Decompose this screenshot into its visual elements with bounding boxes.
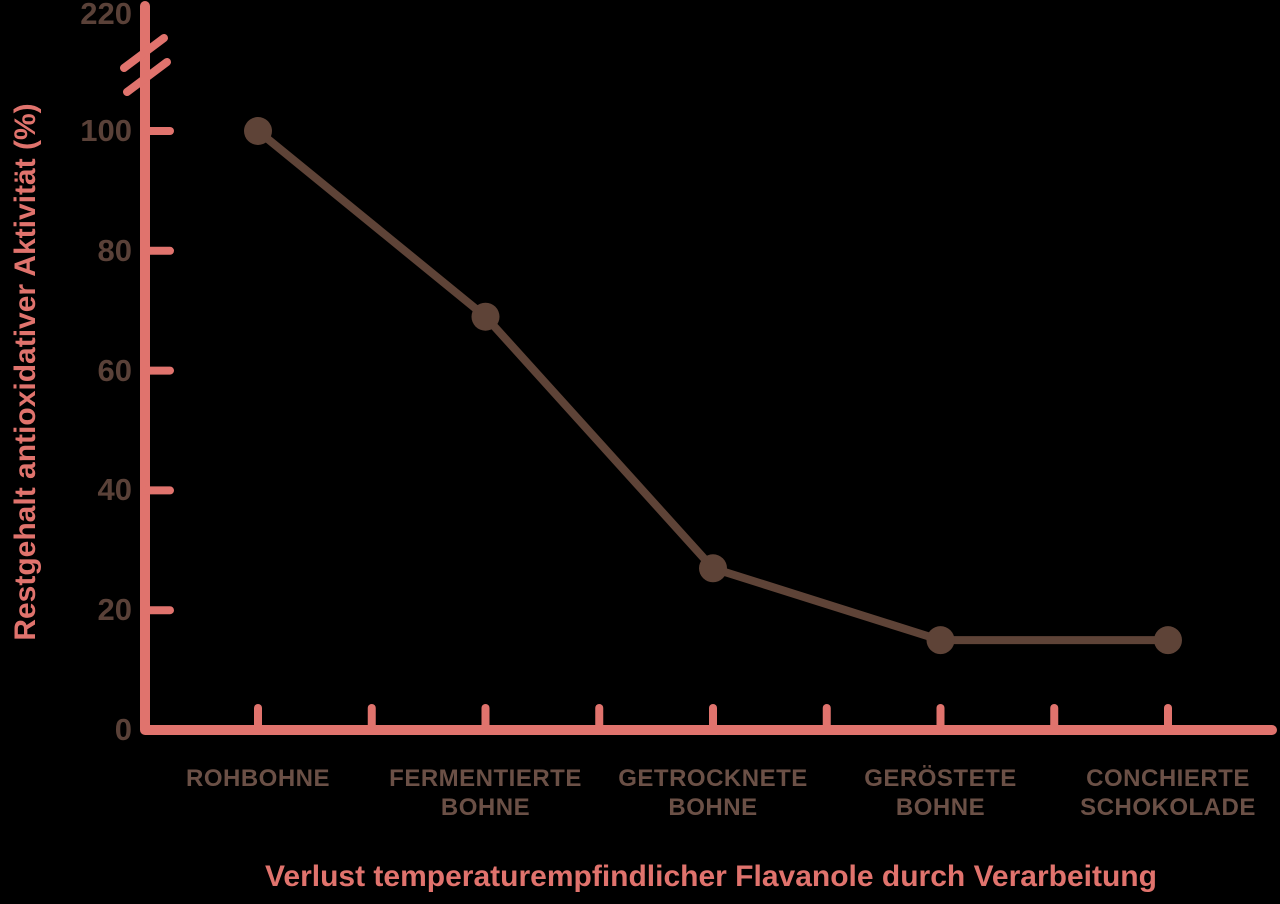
data-point-conchierte-schokolade — [1154, 626, 1182, 655]
x-category-label-5: CONCHIERTE SCHOKOLADE — [1080, 765, 1256, 821]
y-tick-label-20: 20 — [97, 592, 132, 628]
chart-title: Verlust temperaturempfindlicher Flavanol… — [265, 860, 1157, 893]
x-category-label-4: GERÖSTETE BOHNE — [864, 765, 1017, 821]
y-tick-label-80: 80 — [97, 232, 132, 268]
data-point-rohbohne — [244, 117, 272, 145]
y-tick-label-100: 100 — [80, 113, 132, 148]
x-category-label-2: FERMENTIERTE BOHNE — [389, 765, 582, 821]
y-tick-label-0: 0 — [114, 712, 132, 747]
axes — [140, 1, 1277, 735]
data-point-getrocknete-bohne — [699, 554, 727, 583]
data-point-ger-stete-bohne — [926, 626, 955, 655]
x-category-label-1: ROHBOHNE — [185, 765, 330, 792]
y-axis-title: Restgehalt antioxidativer Aktivität (%) — [9, 103, 42, 641]
y-tick-label-40: 40 — [97, 472, 132, 508]
y-tick-label-60: 60 — [97, 352, 132, 388]
axis-break-slash — [123, 58, 171, 96]
x-category-label-3: GETROCKNETE BOHNE — [618, 765, 808, 821]
y-tick-label-220: 220 — [80, 0, 132, 31]
axis-break-slash — [120, 34, 168, 72]
data-point-fermentierte-bohne — [471, 302, 500, 331]
